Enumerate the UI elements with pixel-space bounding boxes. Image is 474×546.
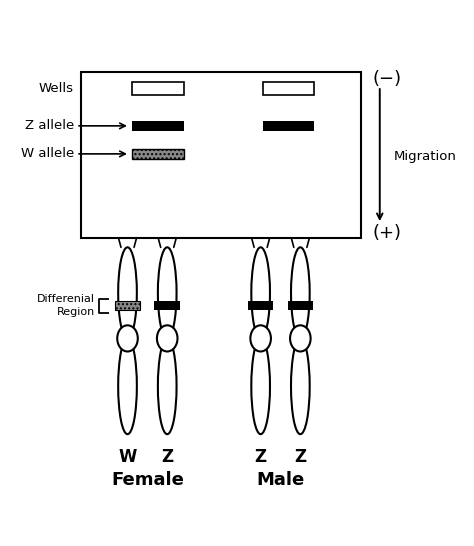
Text: Male: Male bbox=[256, 471, 305, 489]
Bar bbox=[263, 121, 314, 131]
Bar bbox=[132, 121, 183, 131]
Text: Female: Female bbox=[111, 471, 184, 489]
Ellipse shape bbox=[118, 247, 137, 339]
Ellipse shape bbox=[157, 325, 177, 352]
Bar bbox=[288, 301, 313, 310]
Text: Differenial
Region: Differenial Region bbox=[37, 294, 95, 317]
Bar bbox=[132, 149, 183, 159]
Ellipse shape bbox=[250, 325, 271, 352]
Ellipse shape bbox=[291, 247, 310, 339]
Ellipse shape bbox=[158, 247, 176, 339]
Text: Z: Z bbox=[255, 448, 267, 466]
Bar bbox=[115, 301, 140, 310]
Text: Z allele: Z allele bbox=[25, 120, 74, 132]
Ellipse shape bbox=[118, 339, 137, 434]
Ellipse shape bbox=[251, 247, 270, 339]
Ellipse shape bbox=[290, 325, 310, 352]
Text: Z: Z bbox=[294, 448, 306, 466]
Ellipse shape bbox=[158, 339, 176, 434]
Ellipse shape bbox=[291, 339, 310, 434]
Text: (−): (−) bbox=[373, 70, 402, 88]
Ellipse shape bbox=[251, 339, 270, 434]
Text: Wells: Wells bbox=[39, 82, 74, 95]
Bar bbox=[248, 301, 273, 310]
Text: W: W bbox=[118, 448, 137, 466]
Text: (+): (+) bbox=[373, 224, 402, 242]
Ellipse shape bbox=[117, 325, 138, 352]
Bar bbox=[81, 72, 361, 238]
Text: W allele: W allele bbox=[20, 147, 74, 161]
Text: Z: Z bbox=[161, 448, 173, 466]
Bar bbox=[263, 82, 314, 95]
Bar bbox=[155, 301, 180, 310]
Bar bbox=[132, 82, 183, 95]
Text: Migration: Migration bbox=[394, 150, 456, 163]
